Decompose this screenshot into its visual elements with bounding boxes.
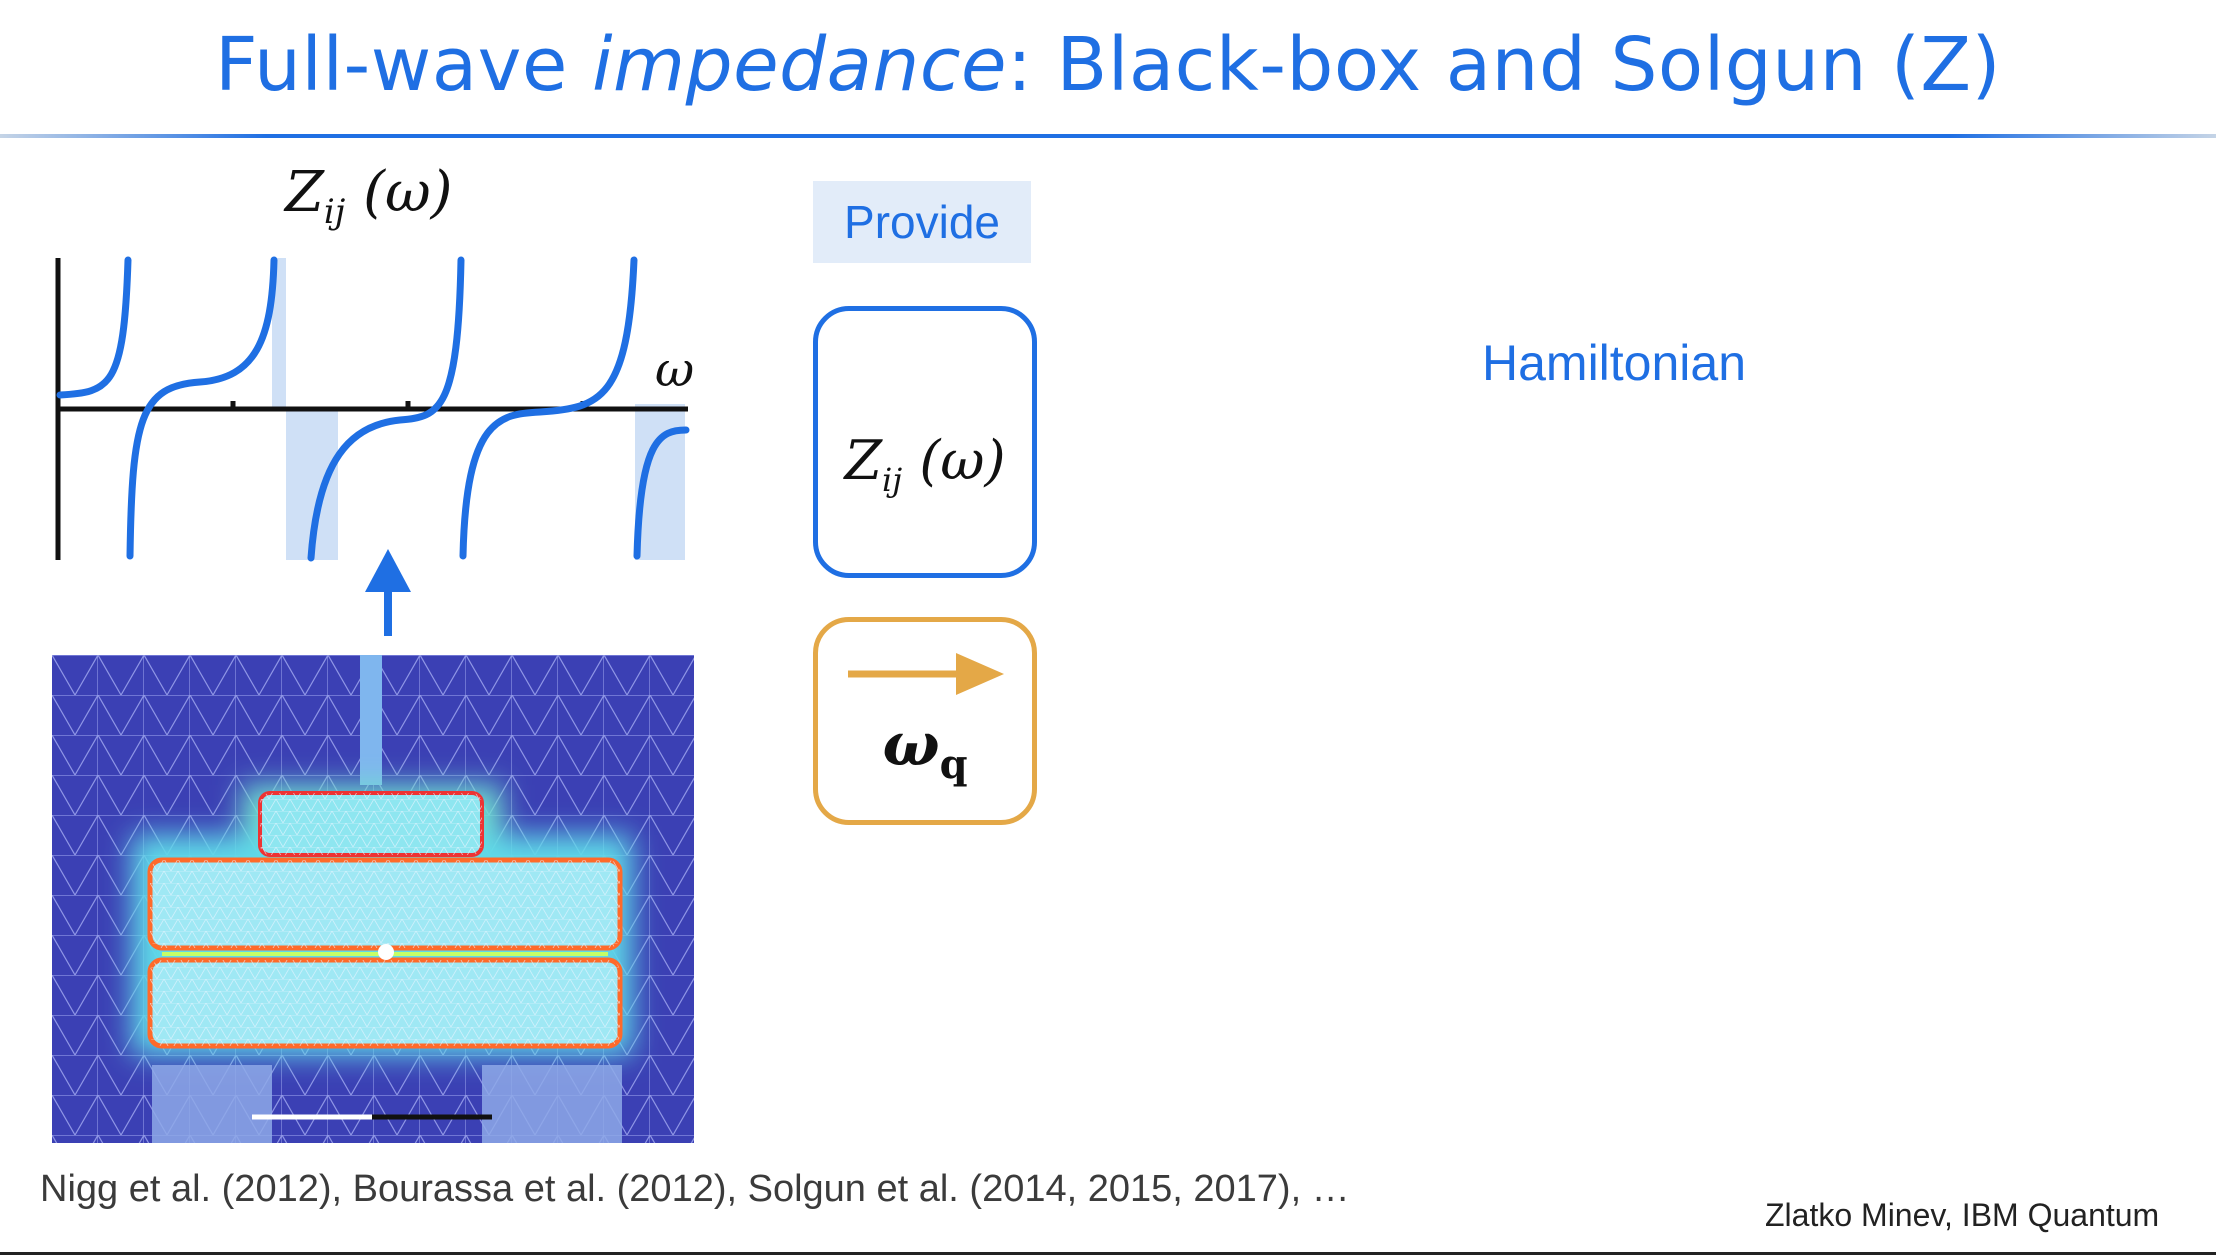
bottom-pad-right: [482, 1065, 622, 1143]
impedance-function-label: Zij (ω): [285, 160, 453, 232]
up-arrow-icon: [365, 549, 411, 592]
title-suffix: : Black-box and Solgun (Z): [1007, 22, 2001, 108]
title-prefix: Full-wave: [215, 22, 592, 108]
z-arg: (ω): [902, 429, 1006, 492]
title-italic: impedance: [591, 22, 1008, 108]
z-sub: ij: [882, 460, 903, 499]
feed-line: [360, 655, 382, 785]
curve-branch-2: [126, 256, 278, 560]
slide-title: Full-wave impedance: Black-box and Solgu…: [0, 22, 2216, 108]
references: Nigg et al. (2012), Bourassa et al. (201…: [40, 1168, 1350, 1210]
curve-branch-4: [459, 256, 638, 560]
label-sub: ij: [323, 192, 346, 233]
title-divider: [0, 134, 2216, 138]
qubit-pads: [147, 791, 623, 1049]
curve-branch-3: [307, 256, 465, 562]
hamiltonian-label: Hamiltonian: [1482, 335, 1747, 391]
frequency-box: ωq: [813, 617, 1037, 825]
impedance-box: Zij (ω): [813, 306, 1037, 578]
shaded-region-1: [272, 258, 286, 408]
orange-arrow: [848, 653, 1004, 695]
curve-branch-5: [633, 426, 690, 560]
curve-branch-1: [56, 256, 132, 399]
frequency-box-label: ωq: [818, 710, 1032, 788]
orange-arrow-icon: [956, 653, 1004, 695]
z-main: Z: [844, 429, 883, 492]
bottom-pad-left: [152, 1065, 272, 1143]
simulation-mesh-image: [52, 655, 694, 1143]
label-arg: (ω): [345, 160, 453, 225]
label-z: Z: [285, 160, 324, 225]
provide-label: Provide: [813, 181, 1031, 263]
x-axis-label: ω: [655, 342, 695, 398]
bottom-divider: [0, 1252, 2216, 1255]
impedance-box-label: Zij (ω): [818, 429, 1032, 499]
w-main: ω: [882, 710, 940, 780]
w-sub: q: [939, 741, 968, 788]
author-credit: Zlatko Minev, IBM Quantum: [1765, 1197, 2160, 1233]
